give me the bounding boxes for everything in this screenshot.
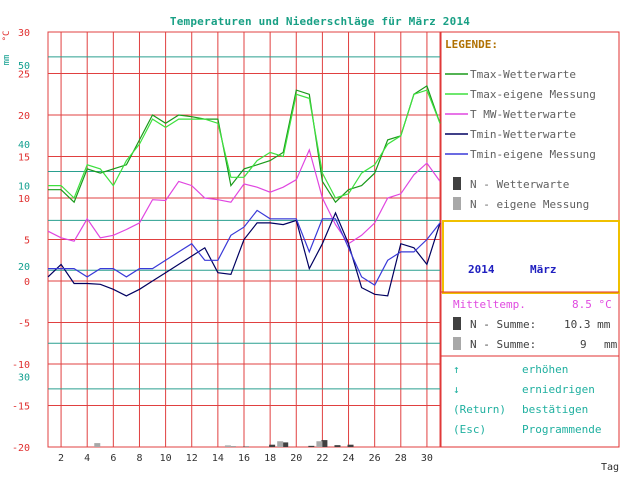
help-key: (Return) xyxy=(453,403,506,416)
legend-item-label: N - Wetterwarte xyxy=(470,178,569,191)
help-text: bestätigen xyxy=(522,403,588,416)
secondary-y-tick-label: 10 xyxy=(18,182,30,193)
help-text: Programmende xyxy=(522,423,601,436)
x-tick-label: 4 xyxy=(84,453,90,464)
mean-temp-label: Mitteltemp. xyxy=(453,298,526,311)
x-tick-label: 6 xyxy=(110,453,116,464)
bar-own xyxy=(316,441,323,447)
sum-own-label: N - Summe: xyxy=(470,338,536,351)
x-tick-label: 20 xyxy=(290,453,302,464)
bar-own xyxy=(94,443,101,447)
legend-item-label: Tmin-eigene Messung xyxy=(470,148,596,161)
legend-item-label: Tmax-Wetterwarte xyxy=(470,68,576,81)
legend-bar-swatch xyxy=(453,177,461,190)
y-tick-label: 20 xyxy=(18,111,30,122)
x-axis-label: Tag xyxy=(601,462,619,473)
secondary-y-tick-label: 30 xyxy=(18,372,30,383)
temperature-lines xyxy=(47,84,441,297)
x-tick-label: 18 xyxy=(264,453,276,464)
y-axis-unit-mm: mm xyxy=(2,55,12,66)
series-line xyxy=(48,84,441,204)
y-tick-label: -5 xyxy=(18,319,30,330)
y-tick-label: 15 xyxy=(18,153,30,164)
help-key: ↓ xyxy=(453,383,460,396)
x-tick-label: 22 xyxy=(316,453,328,464)
x-tick-label: 10 xyxy=(160,453,172,464)
x-tick-label: 14 xyxy=(212,453,224,464)
x-tick-label: 16 xyxy=(238,453,250,464)
series-line xyxy=(48,209,441,286)
x-tick-label: 12 xyxy=(186,453,198,464)
series-line xyxy=(47,148,441,245)
sum-own-value: 9 xyxy=(580,338,587,351)
bar-station xyxy=(347,444,354,447)
x-tick-label: 26 xyxy=(369,453,381,464)
legend-item-label: Tmax-eigene Messung xyxy=(470,88,596,101)
sum-station-swatch xyxy=(453,317,461,330)
x-tick-label: 2 xyxy=(58,453,64,464)
bar-station xyxy=(269,444,276,447)
legend-panel: LEGENDE: Tmax-Wetterwarte Tmax-eigene Mess… xyxy=(440,31,620,448)
info-year: 2014 xyxy=(468,263,495,276)
y-tick-label: 25 xyxy=(18,70,30,81)
mean-temp-value: 8.5 °C xyxy=(572,298,612,311)
x-tick-label: 24 xyxy=(343,453,355,464)
x-tick-label: 8 xyxy=(136,453,142,464)
bar-station xyxy=(321,440,328,447)
bar-own xyxy=(224,445,231,447)
sum-own-swatch xyxy=(453,337,461,350)
x-tick-label: 28 xyxy=(395,453,407,464)
legend-item-label: T MW-Wetterwarte xyxy=(470,108,576,121)
bar-station xyxy=(282,442,289,447)
legend-item-label: Tmin-Wetterwarte xyxy=(470,128,576,141)
y-tick-label: 0 xyxy=(24,277,30,288)
secondary-y-tick-label: 20 xyxy=(18,262,30,273)
sum-own-unit: mm xyxy=(604,338,618,351)
secondary-y-tick-label: 40 xyxy=(18,140,30,151)
series-line xyxy=(48,89,441,200)
info-box xyxy=(442,220,620,294)
y-axis-unit-celsius: °C xyxy=(2,31,12,42)
bar-own xyxy=(277,441,284,447)
y-tick-label: -20 xyxy=(12,443,30,454)
x-tick-label: 30 xyxy=(421,453,433,464)
legend-bar-swatch xyxy=(453,197,461,210)
help-text: erhöhen xyxy=(522,363,568,376)
help-text: erniedrigen xyxy=(522,383,595,396)
bar-station xyxy=(308,445,315,447)
legend-item-label: N - eigene Messung xyxy=(470,198,589,211)
series-line xyxy=(47,211,441,297)
precipitation-bars xyxy=(94,440,354,447)
y-tick-label: 5 xyxy=(24,236,30,247)
help-key: ↑ xyxy=(453,363,460,376)
y-tick-label: -10 xyxy=(12,360,30,371)
sum-station-value: 10.3 mm xyxy=(564,318,611,331)
secondary-y-tick-label: 50 xyxy=(18,61,30,72)
bar-station xyxy=(334,445,341,447)
sum-station-label: N - Summe: xyxy=(470,318,536,331)
chart-title: Temperaturen und Niederschläge für März … xyxy=(169,15,471,28)
y-tick-label: 10 xyxy=(18,194,30,205)
help-key: (Esc) xyxy=(453,423,486,436)
legend-heading: LEGENDE: xyxy=(445,38,498,51)
y-tick-label: -15 xyxy=(12,402,30,413)
info-month: März xyxy=(530,263,557,276)
y-tick-label: 30 xyxy=(18,28,30,39)
